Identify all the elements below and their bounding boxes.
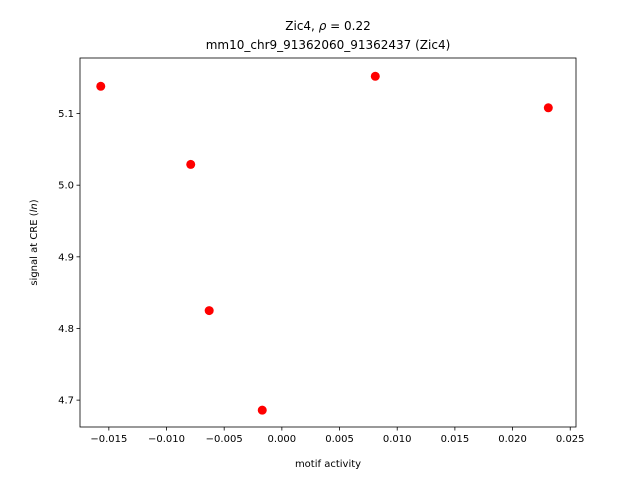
y-tick-label: 5.0 [58, 181, 74, 192]
y-tick-label: 4.9 [58, 252, 74, 263]
x-tick-label: 0.025 [556, 434, 585, 445]
data-point [96, 81, 106, 91]
x-tick-label: 0.015 [441, 434, 470, 445]
x-tick-label: −0.005 [206, 434, 243, 445]
data-point [204, 306, 214, 316]
x-tick-label: 0.020 [498, 434, 527, 445]
data-point [370, 71, 380, 81]
chart-title: Zic4, ρ = 0.22 [285, 19, 370, 33]
y-tick-label: 5.1 [58, 109, 74, 120]
x-axis-label: motif activity [295, 459, 361, 470]
x-tick-label: −0.015 [90, 434, 127, 445]
plot-area [79, 57, 577, 428]
y-tick-label: 4.7 [58, 396, 74, 407]
y-axis-ticks: 4.7 4.8 4.9 5.0 5.1 [58, 109, 80, 407]
data-point [543, 103, 553, 113]
data-point [257, 405, 267, 415]
x-tick-label: −0.010 [148, 434, 185, 445]
x-tick-label: 0.005 [325, 434, 354, 445]
chart-subtitle: mm10_chr9_91362060_91362437 (Zic4) [206, 38, 451, 52]
data-points [96, 71, 553, 415]
y-tick-label: 4.8 [58, 324, 74, 335]
x-tick-label: 0.010 [383, 434, 412, 445]
data-point [186, 159, 196, 169]
y-axis-label: signal at CRE (ln) [29, 199, 40, 285]
x-tick-label: 0.000 [268, 434, 297, 445]
x-axis-ticks: −0.015 −0.010 −0.005 0.000 0.005 0.010 0.015 0.… [90, 427, 585, 445]
